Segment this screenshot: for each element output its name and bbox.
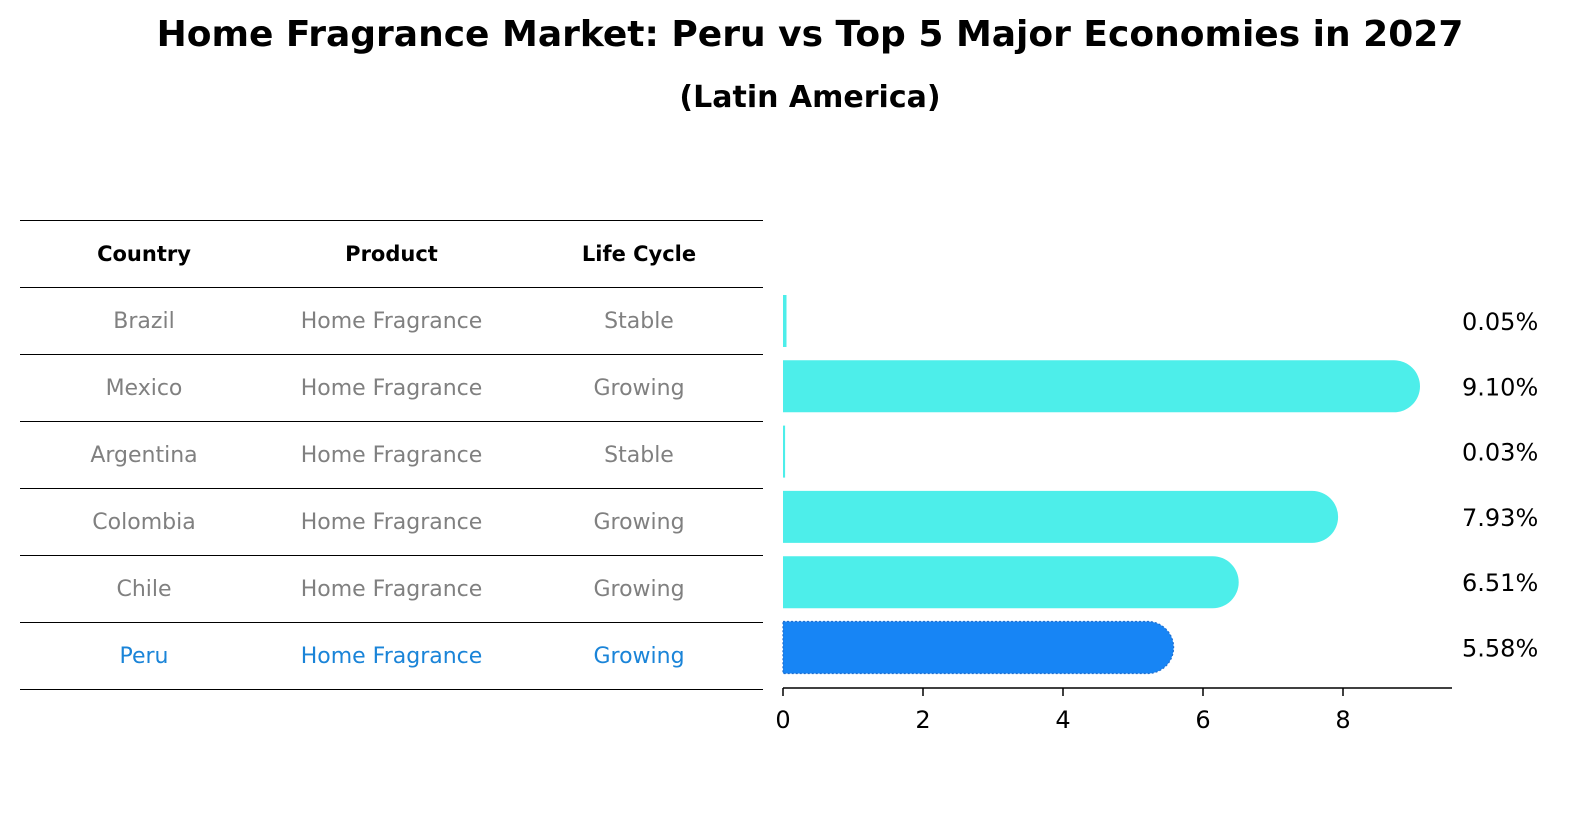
x-tick-label: 0: [775, 706, 790, 734]
header-product: Product: [345, 242, 438, 266]
table-row-highlighted: Peru Home Fragrance Growing: [20, 623, 763, 690]
data-label-mexico: 9.10%: [1462, 373, 1538, 401]
bar-chile: [783, 556, 1239, 609]
data-label-peru: 5.58%: [1462, 635, 1538, 663]
table-header-row: Country Product Life Cycle: [20, 221, 763, 288]
country-cell: Mexico: [105, 375, 183, 401]
life-cycle-cell: Growing: [593, 643, 685, 669]
chart-title: Home Fragrance Market: Peru vs Top 5 Maj…: [156, 14, 1464, 55]
data-label-chile: 6.51%: [1462, 569, 1538, 597]
header-country: Country: [97, 242, 191, 266]
product-cell: Home Fragrance: [300, 643, 483, 669]
table-row: Brazil Home Fragrance Stable: [20, 288, 763, 355]
country-cell: Brazil: [113, 308, 175, 334]
data-label-colombia: 7.93%: [1462, 504, 1538, 532]
header-life-cycle: Life Cycle: [581, 242, 697, 266]
data-label-argentina: 0.03%: [1462, 439, 1538, 467]
bar-brazil: [783, 295, 787, 347]
table-row: Chile Home Fragrance Growing: [20, 556, 763, 623]
bar-mexico: [783, 360, 1420, 413]
product-cell: Home Fragrance: [300, 576, 483, 602]
country-table: Country Product Life Cycle Brazil Home F…: [20, 220, 763, 690]
x-tick-label: 2: [915, 706, 930, 734]
x-tick-label: 8: [1335, 706, 1350, 734]
life-cycle-cell: Stable: [604, 308, 674, 334]
life-cycle-cell: Stable: [604, 442, 674, 468]
bar-highlight-outline: [782, 620, 1175, 675]
x-tick-label: 4: [1055, 706, 1070, 734]
table-row: Colombia Home Fragrance Growing: [20, 489, 763, 556]
product-cell: Home Fragrance: [300, 375, 483, 401]
table-row: Argentina Home Fragrance Stable: [20, 422, 763, 489]
product-cell: Home Fragrance: [300, 509, 483, 535]
table-row: Mexico Home Fragrance Growing: [20, 355, 763, 422]
country-cell: Peru: [119, 643, 169, 669]
product-cell: Home Fragrance: [300, 442, 483, 468]
product-cell: Home Fragrance: [300, 308, 483, 334]
data-label-brazil: 0.05%: [1462, 308, 1538, 336]
bar-colombia: [783, 490, 1339, 543]
bar-argentina: [783, 425, 786, 478]
country-cell: Chile: [116, 576, 172, 602]
life-cycle-cell: Growing: [593, 375, 685, 401]
life-cycle-cell: Growing: [593, 509, 685, 535]
bar-peru: [783, 621, 1174, 674]
chart-subtitle: (Latin America): [679, 80, 941, 115]
country-cell: Argentina: [90, 442, 198, 468]
x-tick-label: 6: [1195, 706, 1210, 734]
life-cycle-cell: Growing: [593, 576, 685, 602]
country-cell: Colombia: [92, 509, 196, 535]
